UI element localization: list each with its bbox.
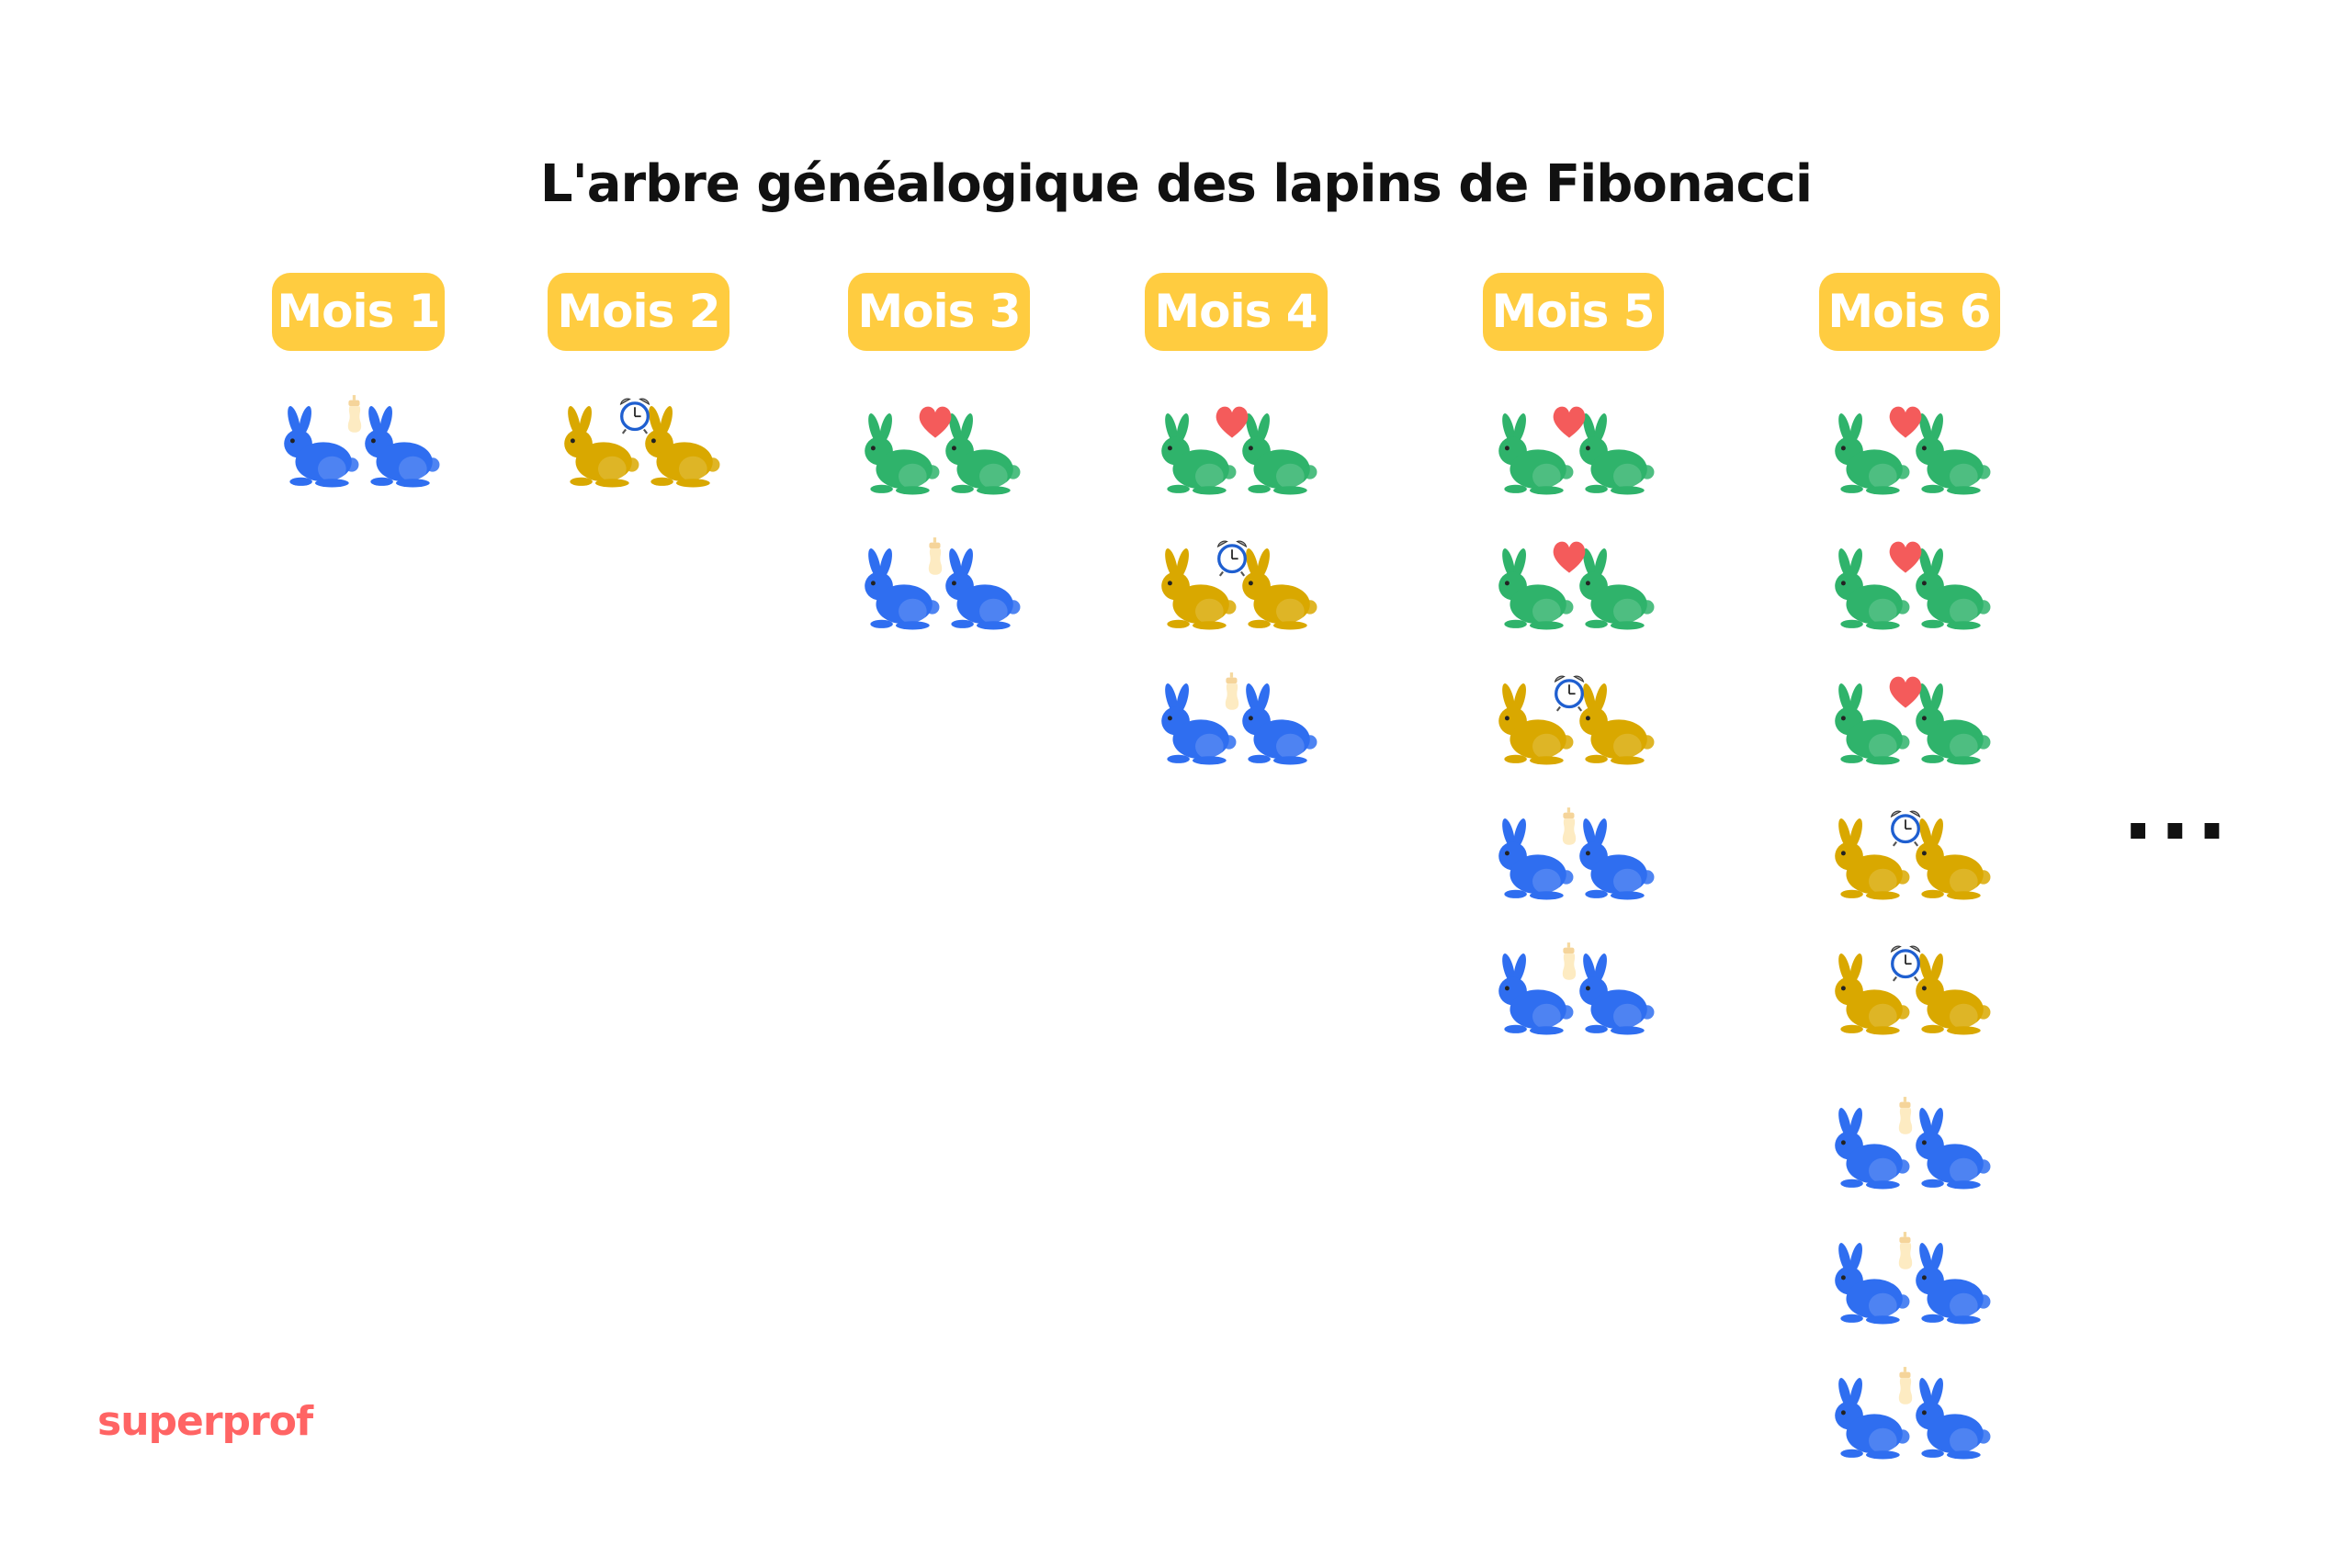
rabbit-icon <box>1916 413 1991 495</box>
rabbit-icon <box>1916 953 1991 1035</box>
rabbit-icon <box>1579 413 1655 495</box>
rabbit-icon <box>1835 1108 1910 1190</box>
rabbit-icon <box>365 406 440 488</box>
rabbit-pair-young <box>556 397 721 489</box>
baby-bottle-icon <box>1898 1232 1913 1269</box>
rabbit-icon <box>1161 413 1237 495</box>
baby-bottle-icon <box>1225 672 1239 710</box>
rabbit-icon <box>1835 818 1910 900</box>
rabbit-icon <box>1498 683 1574 765</box>
rabbit-pair-adult <box>1490 404 1656 496</box>
rabbit-pair-adult <box>1826 404 1992 496</box>
rabbit-pair-young <box>1826 944 1992 1036</box>
rabbit-icon <box>1835 413 1910 495</box>
rabbit-icon <box>1579 953 1655 1035</box>
rabbit-icon <box>1161 548 1237 630</box>
rabbit-icon <box>1916 683 1991 765</box>
rabbit-icon <box>1835 683 1910 765</box>
rabbit-icon <box>1579 548 1655 630</box>
rabbit-icon <box>1161 683 1237 765</box>
month-label: Mois 5 <box>1482 273 1664 351</box>
rabbit-icon <box>284 406 359 488</box>
rabbit-icon <box>1835 548 1910 630</box>
alarm-clock-icon <box>1890 810 1921 847</box>
baby-bottle-icon <box>928 537 943 575</box>
month-label: Mois 4 <box>1144 273 1328 351</box>
alarm-clock-icon <box>1216 540 1248 577</box>
rabbit-icon <box>1242 548 1317 630</box>
rabbit-icon <box>564 406 639 488</box>
rabbit-pair-young <box>1826 809 1992 901</box>
month-label: Mois 1 <box>272 273 445 351</box>
heart-icon <box>1889 676 1922 708</box>
rabbit-icon <box>945 548 1021 630</box>
rabbit-icon <box>1916 548 1991 630</box>
rabbit-pair-newborn <box>1153 672 1318 766</box>
heart-icon <box>1553 541 1586 573</box>
alarm-clock-icon <box>1554 675 1585 712</box>
baby-bottle-icon <box>1562 942 1577 980</box>
rabbit-icon <box>1498 548 1574 630</box>
superprof-logo: superprof <box>97 1398 313 1445</box>
rabbit-icon <box>1498 953 1574 1035</box>
rabbit-icon <box>1498 413 1574 495</box>
rabbit-pair-adult <box>856 404 1022 496</box>
rabbit-icon <box>1916 1243 1991 1325</box>
heart-icon <box>1553 406 1586 438</box>
rabbit-pair-newborn <box>1826 1367 1992 1461</box>
rabbit-pair-newborn <box>1826 1097 1992 1190</box>
month-label: Mois 2 <box>548 273 729 351</box>
rabbit-pair-newborn <box>1490 807 1656 901</box>
rabbit-icon <box>1498 818 1574 900</box>
alarm-clock-icon <box>1890 945 1921 982</box>
rabbit-icon <box>1242 413 1317 495</box>
rabbit-icon <box>1835 953 1910 1035</box>
heart-icon <box>1889 406 1922 438</box>
rabbit-icon <box>1916 1108 1991 1190</box>
heart-icon <box>1889 541 1922 573</box>
rabbit-pair-adult <box>1153 404 1318 496</box>
rabbit-pair-newborn <box>276 395 441 489</box>
rabbit-pair-adult <box>1826 539 1992 631</box>
alarm-clock-icon <box>619 398 650 434</box>
rabbit-icon <box>645 406 720 488</box>
rabbit-pair-newborn <box>1826 1232 1992 1325</box>
baby-bottle-icon <box>1898 1367 1913 1404</box>
heart-icon <box>1216 406 1249 438</box>
rabbit-pair-young <box>1153 539 1318 631</box>
baby-bottle-icon <box>1562 807 1577 845</box>
rabbit-pair-adult <box>1490 539 1656 631</box>
rabbit-icon <box>1916 1378 1991 1460</box>
month-label: Mois 3 <box>848 273 1030 351</box>
rabbit-icon <box>1579 683 1655 765</box>
rabbit-pair-adult <box>1826 674 1992 766</box>
rabbit-icon <box>1242 683 1317 765</box>
rabbit-icon <box>865 548 940 630</box>
rabbit-icon <box>1916 818 1991 900</box>
rabbit-icon <box>865 413 940 495</box>
rabbit-icon <box>945 413 1021 495</box>
rabbit-pair-newborn <box>856 537 1022 631</box>
rabbit-icon <box>1579 818 1655 900</box>
month-label: Mois 6 <box>1818 273 2000 351</box>
baby-bottle-icon <box>347 395 362 433</box>
rabbit-icon <box>1835 1378 1910 1460</box>
rabbit-pair-young <box>1490 674 1656 766</box>
rabbit-pair-newborn <box>1490 942 1656 1036</box>
heart-icon <box>919 406 952 438</box>
baby-bottle-icon <box>1898 1097 1913 1134</box>
rabbit-icon <box>1835 1243 1910 1325</box>
continuation-ellipsis: ... <box>2122 762 2233 859</box>
diagram-title: L'arbre généalogique des lapins de Fibon… <box>539 154 1813 214</box>
